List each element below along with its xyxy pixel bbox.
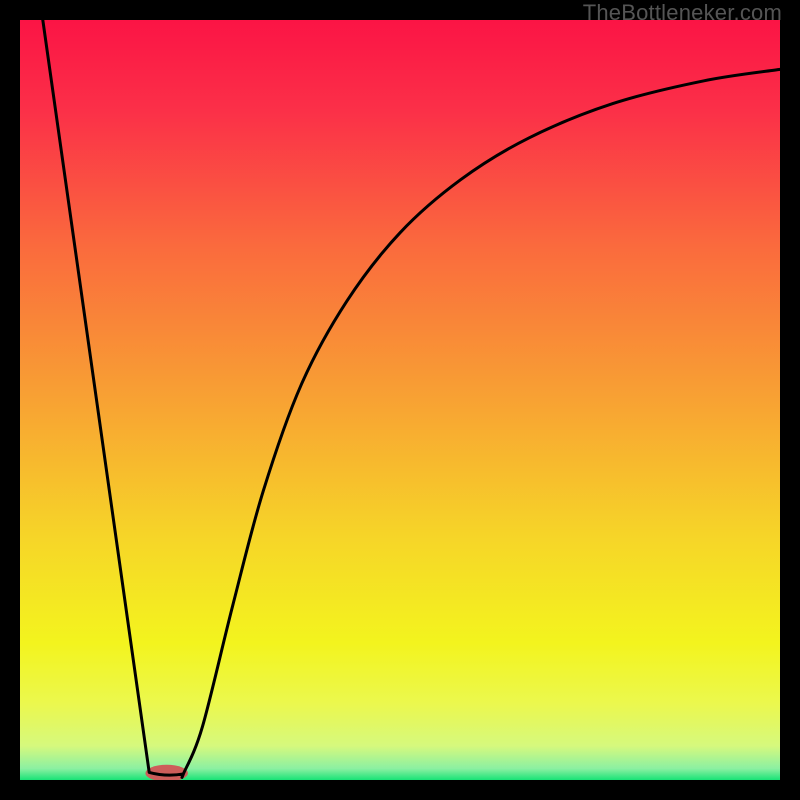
bottleneck-chart (0, 0, 800, 800)
chart-container: TheBottleneker.com (0, 0, 800, 800)
source-attribution: TheBottleneker.com (583, 0, 782, 26)
